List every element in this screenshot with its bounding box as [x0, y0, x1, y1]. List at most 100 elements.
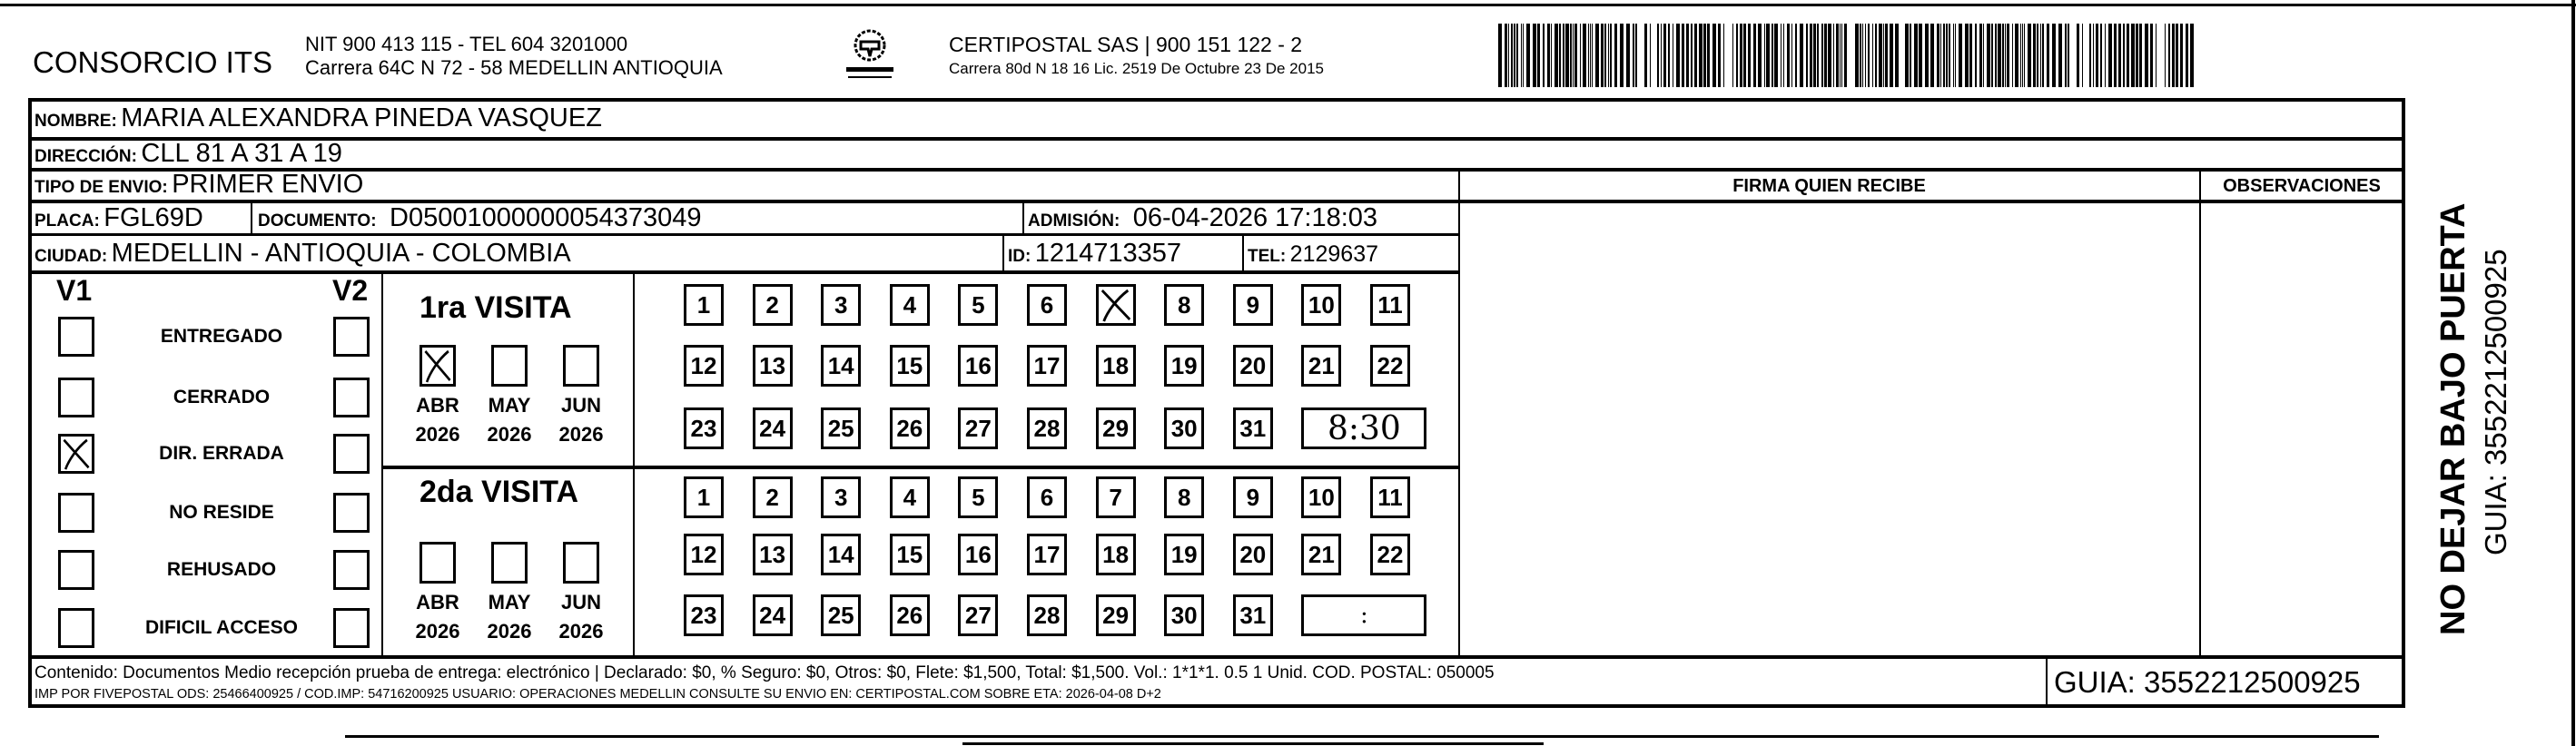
day-box[interactable]: 8	[1164, 284, 1205, 326]
day-box[interactable]: 1	[684, 284, 724, 326]
barcode-bar	[1610, 24, 1612, 87]
day-number: 19	[1170, 351, 1198, 379]
day-box[interactable]: 3	[821, 284, 862, 326]
day-box[interactable]: 2	[752, 284, 793, 326]
v2-checkbox[interactable]	[333, 493, 370, 533]
day-box[interactable]: 12	[684, 534, 724, 575]
day-box[interactable]: 14	[821, 345, 862, 387]
month-checkbox[interactable]	[563, 542, 599, 584]
day-box[interactable]: 28	[1027, 407, 1067, 449]
day-box[interactable]: 30	[1164, 407, 1205, 449]
day-box[interactable]: 4	[889, 476, 930, 518]
day-box[interactable]: 26	[889, 594, 930, 636]
divider	[28, 233, 1459, 236]
day-box[interactable]: 14	[821, 534, 862, 575]
day-number: 30	[1170, 601, 1198, 629]
day-box[interactable]: 9	[1232, 284, 1273, 326]
day-box[interactable]: 31	[1232, 407, 1273, 449]
day-box[interactable]: 28	[1027, 594, 1067, 636]
month-checkbox[interactable]	[491, 345, 528, 387]
day-box[interactable]: 6	[1027, 476, 1067, 518]
day-box[interactable]: 3	[821, 476, 862, 518]
day-box[interactable]: 26	[889, 407, 930, 449]
day-box[interactable]: 19	[1164, 534, 1205, 575]
v1-checkbox[interactable]	[58, 550, 94, 590]
barcode-bar	[1748, 24, 1751, 87]
day-box[interactable]: 23	[684, 407, 724, 449]
time-box[interactable]: :	[1301, 594, 1427, 636]
day-box[interactable]: 20	[1232, 345, 1273, 387]
v1-checkbox[interactable]	[58, 378, 94, 417]
v1-checkbox[interactable]	[58, 434, 94, 474]
month-checkbox[interactable]	[419, 345, 456, 387]
day-box[interactable]: 15	[889, 534, 930, 575]
day-box[interactable]: 24	[752, 407, 793, 449]
day-box[interactable]: 16	[958, 534, 999, 575]
day-box[interactable]: 10	[1301, 284, 1342, 326]
day-box[interactable]: 5	[958, 476, 999, 518]
day-box[interactable]: 18	[1095, 345, 1136, 387]
day-box[interactable]: 4	[889, 284, 930, 326]
day-box[interactable]: 11	[1370, 284, 1410, 326]
v1-checkbox[interactable]	[58, 317, 94, 357]
day-box[interactable]: 13	[752, 534, 793, 575]
day-box[interactable]: 31	[1232, 594, 1273, 636]
day-box[interactable]: 18	[1095, 534, 1136, 575]
barcode-bar	[1590, 24, 1591, 87]
v2-checkbox[interactable]	[333, 608, 370, 648]
day-box[interactable]: 12	[684, 345, 724, 387]
day-box[interactable]: 30	[1164, 594, 1205, 636]
day-box[interactable]: 29	[1095, 594, 1136, 636]
day-box[interactable]: 22	[1370, 345, 1410, 387]
barcode-bar	[1526, 24, 1530, 87]
day-box[interactable]: 1	[684, 476, 724, 518]
day-box[interactable]: 22	[1370, 534, 1410, 575]
barcode-bar	[2028, 24, 2031, 87]
day-number: 28	[1033, 601, 1061, 629]
day-box[interactable]: 25	[821, 407, 862, 449]
month-checkbox[interactable]	[491, 542, 528, 584]
day-box[interactable]: 5	[958, 284, 999, 326]
day-box[interactable]: 9	[1232, 476, 1273, 518]
day-box[interactable]: 10	[1301, 476, 1342, 518]
barcode-bar	[1930, 24, 1934, 87]
v2-checkbox[interactable]	[333, 550, 370, 590]
day-box[interactable]: 6	[1027, 284, 1067, 326]
day-box[interactable]: 17	[1027, 345, 1067, 387]
day-box[interactable]: 29	[1095, 407, 1136, 449]
company-address: Carrera 64C N 72 - 58 MEDELLIN ANTIOQUIA	[305, 56, 723, 79]
day-box[interactable]: 19	[1164, 345, 1205, 387]
day-box[interactable]: 25	[821, 594, 862, 636]
day-box[interactable]: 21	[1301, 534, 1342, 575]
day-box[interactable]: 20	[1232, 534, 1273, 575]
v2-checkbox[interactable]	[333, 317, 370, 357]
day-box[interactable]: 8	[1164, 476, 1205, 518]
month-checkbox[interactable]	[563, 345, 599, 387]
day-box[interactable]: 23	[684, 594, 724, 636]
time-box[interactable]: 8:30	[1301, 407, 1427, 449]
barcode-bar	[2089, 24, 2091, 87]
day-box[interactable]: 7	[1095, 476, 1136, 518]
barcode-bar	[1551, 24, 1552, 87]
barcode-bar	[2096, 24, 2098, 87]
v1-checkbox[interactable]	[58, 608, 94, 648]
day-box[interactable]: 15	[889, 345, 930, 387]
divider	[2199, 168, 2201, 657]
v2-checkbox[interactable]	[333, 378, 370, 417]
day-number: 23	[690, 601, 717, 629]
day-box[interactable]: 7	[1095, 284, 1136, 326]
barcode-bar	[1657, 24, 1659, 87]
month-checkbox[interactable]	[419, 542, 456, 584]
day-box[interactable]: 16	[958, 345, 999, 387]
day-box[interactable]: 2	[752, 476, 793, 518]
day-box[interactable]: 24	[752, 594, 793, 636]
day-box[interactable]: 13	[752, 345, 793, 387]
day-box[interactable]: 11	[1370, 476, 1410, 518]
day-box[interactable]: 27	[958, 594, 999, 636]
barcode-bar	[1806, 24, 1808, 87]
v2-checkbox[interactable]	[333, 434, 370, 474]
v1-checkbox[interactable]	[58, 493, 94, 533]
day-box[interactable]: 21	[1301, 345, 1342, 387]
day-box[interactable]: 27	[958, 407, 999, 449]
day-box[interactable]: 17	[1027, 534, 1067, 575]
